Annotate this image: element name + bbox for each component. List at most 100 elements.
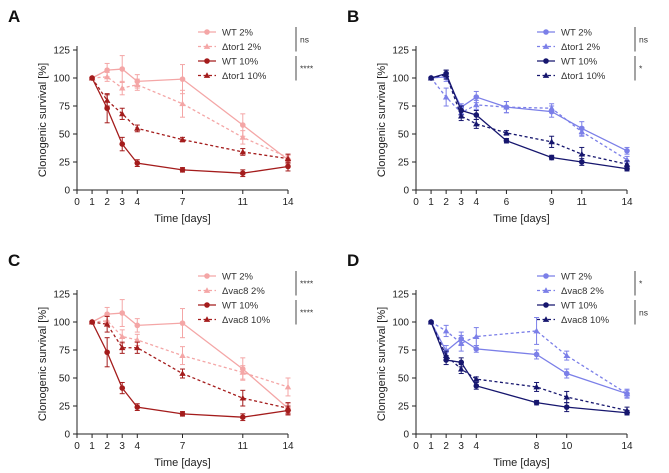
series-0	[428, 71, 630, 155]
x-tick-label: 11	[238, 197, 249, 208]
legend-label: WT 2%	[561, 28, 593, 39]
data-point	[179, 136, 186, 142]
legend-marker	[204, 58, 210, 64]
data-point	[442, 352, 450, 358]
data-point	[119, 344, 126, 351]
data-point	[103, 97, 111, 103]
y-tick-label: 0	[403, 186, 409, 197]
series-3	[88, 74, 292, 164]
y-tick-label: 125	[53, 46, 70, 57]
legend-marker	[203, 72, 211, 78]
data-point	[179, 320, 186, 326]
x-tick-label: 2	[104, 197, 110, 208]
x-tick-label: 2	[104, 441, 110, 452]
x-axis-title: Time [days]	[154, 457, 210, 469]
x-tick-label: 1	[89, 441, 95, 452]
data-point	[134, 344, 141, 351]
data-point	[458, 340, 465, 346]
data-point	[458, 359, 465, 366]
data-point	[285, 163, 291, 170]
legend-marker	[204, 273, 210, 279]
legend-label: Δtor1 2%	[561, 42, 601, 53]
data-point	[104, 105, 110, 112]
data-point	[503, 137, 510, 144]
series-1	[427, 74, 631, 164]
data-point	[239, 369, 246, 375]
x-tick-label: 4	[135, 197, 141, 208]
y-tick-label: 50	[59, 374, 71, 385]
significance-label: ****	[300, 278, 314, 288]
legend-label: Δvac8 2%	[222, 286, 265, 297]
legend-label: Δtor1 10%	[222, 71, 267, 82]
y-axis-title: Clonogenic survival [%]	[376, 63, 388, 177]
data-point	[473, 112, 480, 118]
x-tick-label: 10	[561, 441, 573, 452]
data-point	[284, 155, 292, 162]
x-axis-title: Time [days]	[154, 213, 210, 225]
legend-label: Δvac8 10%	[222, 315, 271, 326]
data-point	[503, 129, 510, 136]
legend-label: Δvac8 10%	[561, 315, 610, 326]
legend-marker	[543, 58, 549, 64]
legend-label: Δtor1 2%	[222, 42, 262, 53]
y-tick-label: 50	[398, 130, 410, 141]
legend-marker	[542, 316, 550, 322]
data-point	[179, 167, 186, 173]
data-point	[624, 148, 630, 154]
y-tick-label: 100	[53, 318, 70, 329]
data-point	[458, 365, 465, 372]
legend-marker	[542, 72, 550, 78]
panel-letter: D	[347, 251, 359, 270]
y-tick-label: 0	[64, 430, 70, 441]
series-line	[91, 77, 289, 174]
y-tick-label: 100	[392, 318, 409, 329]
legend-label: WT 2%	[222, 272, 254, 283]
data-point	[442, 71, 450, 78]
data-point	[458, 112, 465, 119]
y-tick-label: 125	[392, 46, 409, 57]
data-point	[239, 394, 246, 401]
legend-marker	[203, 316, 211, 322]
y-tick-label: 100	[53, 74, 70, 85]
data-point	[473, 383, 480, 389]
x-tick-label: 4	[474, 197, 480, 208]
y-tick-label: 50	[59, 130, 71, 141]
data-point	[284, 405, 292, 411]
data-point	[134, 336, 141, 343]
legend-marker	[204, 302, 210, 308]
data-point	[119, 84, 126, 91]
data-point	[533, 399, 540, 406]
y-tick-label: 50	[398, 374, 410, 385]
x-tick-label: 3	[458, 441, 464, 452]
data-point	[427, 318, 435, 325]
legend-marker	[543, 273, 549, 279]
x-axis-title: Time [days]	[493, 457, 549, 469]
data-point	[239, 414, 246, 420]
x-tick-label: 4	[135, 441, 141, 452]
data-point	[578, 150, 585, 157]
series-2	[89, 75, 291, 178]
data-point	[533, 383, 540, 390]
x-tick-label: 0	[413, 197, 419, 208]
series-line	[430, 72, 628, 170]
data-point	[239, 170, 246, 176]
y-tick-label: 75	[59, 102, 71, 113]
data-point	[503, 103, 510, 110]
data-point	[284, 383, 292, 390]
x-tick-label: 14	[621, 197, 633, 208]
significance-label: ns	[300, 34, 309, 44]
legend-label: WT 2%	[222, 28, 254, 39]
legend-marker	[204, 29, 210, 35]
y-tick-label: 25	[398, 402, 410, 413]
y-tick-label: 0	[403, 430, 409, 441]
series-2	[428, 319, 630, 416]
series-2	[428, 69, 630, 172]
y-tick-label: 25	[59, 158, 71, 169]
data-point	[134, 125, 141, 131]
data-point	[548, 138, 555, 145]
x-tick-label: 3	[458, 197, 464, 208]
x-axis-title: Time [days]	[493, 213, 549, 225]
